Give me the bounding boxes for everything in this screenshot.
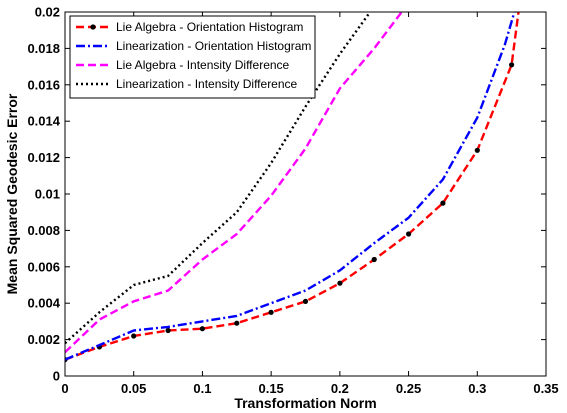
legend-marker	[90, 24, 96, 30]
series-1-point	[268, 309, 274, 315]
legend-box	[69, 15, 316, 99]
y-tick-label: 0.01	[35, 187, 60, 202]
x-tick-label: 0	[61, 381, 68, 396]
y-tick-label: 0	[53, 369, 60, 384]
y-tick-label: 0.002	[27, 332, 60, 347]
x-tick-label: 0.15	[258, 381, 283, 396]
series-1-point	[131, 333, 137, 339]
y-tick-label: 0.004	[27, 296, 60, 311]
series-line-3	[65, 12, 403, 354]
series-1-point	[234, 320, 240, 326]
series-line-4	[65, 12, 372, 345]
x-tick-label: 0.1	[193, 381, 211, 396]
y-tick-label: 0.012	[27, 150, 60, 165]
series-1-point	[165, 327, 171, 334]
series-line-1	[65, 12, 520, 361]
legend-label-3: Lie Algebra - Intensity Difference	[116, 58, 290, 72]
y-tick-label: 0.018	[27, 41, 60, 56]
y-tick-label: 0.014	[27, 114, 60, 129]
x-tick-label: 0.3	[468, 381, 486, 396]
y-tick-label: 0.016	[27, 77, 60, 92]
series-1-point	[509, 62, 515, 68]
x-axis-title: Transformation Norm	[234, 395, 376, 411]
legend: Lie Algebra - Orientation Histogram Linea…	[69, 15, 316, 99]
y-axis-title: Mean Squared Geodesic Error	[4, 93, 20, 294]
series-1-point	[302, 298, 309, 304]
y-tick-label: 0.006	[27, 259, 60, 274]
legend-label-4: Linearization - Intensity Difference	[116, 77, 298, 91]
x-tick-label: 0.2	[331, 381, 349, 396]
x-tick-label: 0.35	[533, 381, 558, 396]
x-tick-label: 0.05	[121, 381, 146, 396]
series-1-point	[440, 200, 446, 206]
series-layer	[65, 12, 520, 363]
y-tick-label: 0.02	[35, 5, 60, 20]
legend-label-1: Lie Algebra - Orientation Histogram	[116, 20, 303, 34]
series-1-point	[474, 147, 480, 153]
series-1-point	[337, 280, 343, 286]
series-1-point	[199, 326, 205, 332]
tick-layer: 0 0.05 0.1 0.15 0.2 0.25 0.3 0.35 0 0.002 0.004 0.0…	[27, 5, 558, 397]
series-line-2	[65, 12, 516, 361]
series-1-point	[371, 256, 377, 263]
series-1-point	[406, 231, 412, 237]
legend-label-2: Linearization - Orientation Histogram	[116, 39, 311, 53]
y-tick-label: 0.008	[27, 223, 60, 238]
x-tick-label: 0.25	[396, 381, 421, 396]
